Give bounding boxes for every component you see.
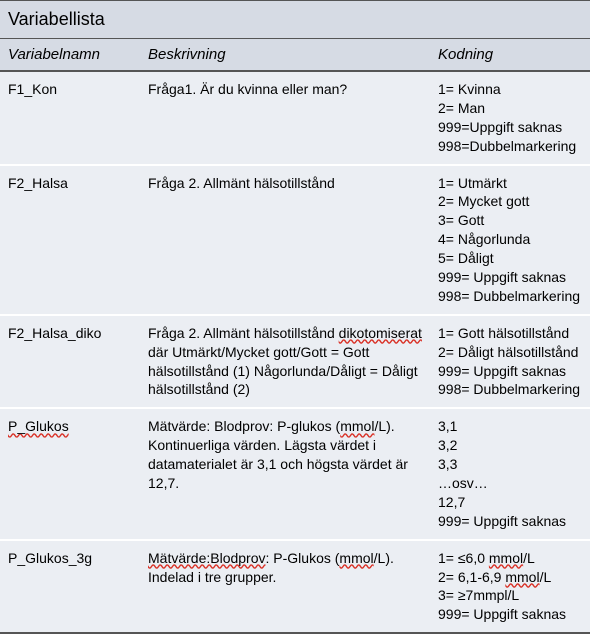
kodning-line: 1= Gott hälsotillstånd xyxy=(438,324,582,343)
kodning-line: 3,3 xyxy=(438,455,582,474)
kodning-line: 3= Gott xyxy=(438,211,582,230)
cell-variabelnamn: P_Glukos_3g xyxy=(0,540,140,634)
col-header-name: Variabelnamn xyxy=(0,39,140,72)
title-empty-cell xyxy=(430,1,590,39)
cell-beskrivning: Fråga 2. Allmänt hälsotillstånd xyxy=(140,165,430,315)
cell-variabelnamn: F1_Kon xyxy=(0,71,140,165)
kodning-line: 998= Dubbelmarkering xyxy=(438,287,582,306)
cell-kodning: 1= Utmärkt2= Mycket gott3= Gott4= Någorl… xyxy=(430,165,590,315)
table-row: F1_KonFråga1. Är du kvinna eller man?1= … xyxy=(0,71,590,165)
col-header-beskrivning: Beskrivning xyxy=(140,39,430,72)
kodning-line: 12,7 xyxy=(438,493,582,512)
cell-beskrivning: Fråga 2. Allmänt hälsotillstånd dikotomi… xyxy=(140,315,430,409)
kodning-line: 999= Uppgift saknas xyxy=(438,512,582,531)
cell-variabelnamn: P_Glukos xyxy=(0,408,140,539)
kodning-line: 999= Uppgift saknas xyxy=(438,362,582,381)
kodning-line: 1= Utmärkt xyxy=(438,174,582,193)
title-row: Variabellista xyxy=(0,1,590,39)
kodning-line: 2= Man xyxy=(438,99,582,118)
kodning-line: 998=Dubbelmarkering xyxy=(438,137,582,156)
cell-kodning: 3,13,23,3…osv…12,7999= Uppgift saknas xyxy=(430,408,590,539)
cell-kodning: 1= Gott hälsotillstånd2= Dåligt hälsotil… xyxy=(430,315,590,409)
cell-variabelnamn: F2_Halsa xyxy=(0,165,140,315)
kodning-line: 3,2 xyxy=(438,436,582,455)
table-title: Variabellista xyxy=(0,1,140,39)
title-empty-cell xyxy=(140,1,430,39)
table-body: F1_KonFråga1. Är du kvinna eller man?1= … xyxy=(0,71,590,633)
header-row: Variabelnamn Beskrivning Kodning xyxy=(0,39,590,72)
cell-beskrivning: Mätvärde:Blodprov: P-Glukos (mmol/L). In… xyxy=(140,540,430,634)
kodning-line: 1= Kvinna xyxy=(438,80,582,99)
kodning-line: 2= 6,1-6,9 mmol/L xyxy=(438,568,582,587)
kodning-line: 3= ≥7mmpl/L xyxy=(438,586,582,605)
kodning-line: 998= Dubbelmarkering xyxy=(438,380,582,399)
col-header-kodning: Kodning xyxy=(430,39,590,72)
variable-list-table: Variabellista Variabelnamn Beskrivning K… xyxy=(0,0,590,634)
kodning-line: 999=Uppgift saknas xyxy=(438,118,582,137)
cell-beskrivning: Fråga1. Är du kvinna eller man? xyxy=(140,71,430,165)
kodning-line: 999= Uppgift saknas xyxy=(438,268,582,287)
kodning-line: 2= Mycket gott xyxy=(438,192,582,211)
cell-kodning: 1= Kvinna2= Man999=Uppgift saknas998=Dub… xyxy=(430,71,590,165)
kodning-line: …osv… xyxy=(438,474,582,493)
kodning-line: 999= Uppgift saknas xyxy=(438,605,582,624)
cell-kodning: 1= ≤6,0 mmol/L2= 6,1-6,9 mmol/L3= ≥7mmpl… xyxy=(430,540,590,634)
kodning-line: 3,1 xyxy=(438,417,582,436)
kodning-line: 4= Någorlunda xyxy=(438,230,582,249)
table-row: P_GlukosMätvärde: Blodprov: P-glukos (mm… xyxy=(0,408,590,539)
table-row: F2_HalsaFråga 2. Allmänt hälsotillstånd1… xyxy=(0,165,590,315)
table-row: F2_Halsa_dikoFråga 2. Allmänt hälsotills… xyxy=(0,315,590,409)
kodning-line: 1= ≤6,0 mmol/L xyxy=(438,549,582,568)
variable-list-table-wrapper: Variabellista Variabelnamn Beskrivning K… xyxy=(0,0,590,634)
cell-variabelnamn: F2_Halsa_diko xyxy=(0,315,140,409)
kodning-line: 2= Dåligt hälsotillstånd xyxy=(438,343,582,362)
cell-beskrivning: Mätvärde: Blodprov: P-glukos (mmol/L). K… xyxy=(140,408,430,539)
table-row: P_Glukos_3gMätvärde:Blodprov: P-Glukos (… xyxy=(0,540,590,634)
kodning-line: 5= Dåligt xyxy=(438,249,582,268)
